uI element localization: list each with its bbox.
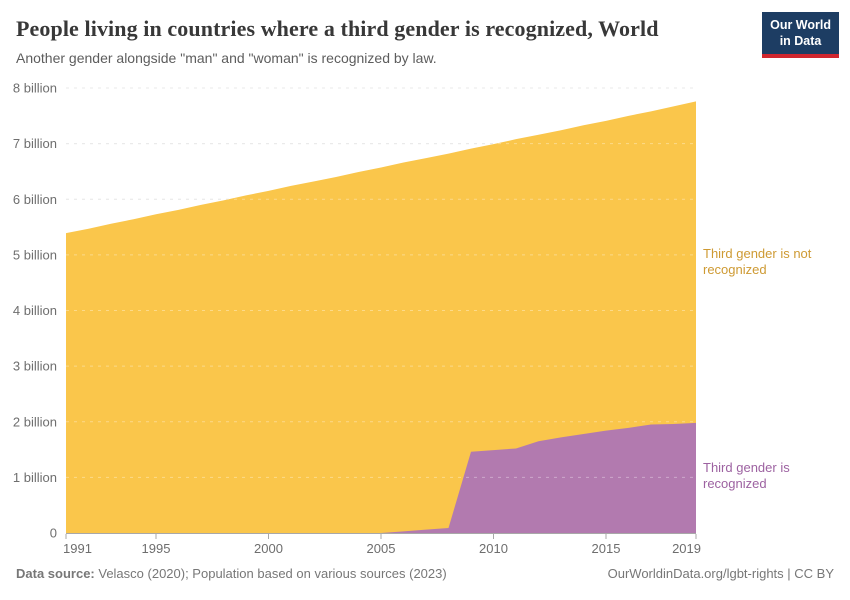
data-source-note: Data source: Velasco (2020); Population … <box>16 566 447 581</box>
footer-citation: OurWorldinData.org/lgbt-rights | CC BY <box>607 566 834 581</box>
x-tick-label-2000: 2000 <box>254 541 283 556</box>
y-tick-label-4: 4 billion <box>13 303 57 318</box>
x-tick-label-1991: 1991 <box>63 541 92 556</box>
x-tick-label-2010: 2010 <box>479 541 508 556</box>
data-source-text: Velasco (2020); Population based on vari… <box>94 566 447 581</box>
owid-logo-bar <box>762 53 839 58</box>
y-tick-label-2: 2 billion <box>13 414 57 429</box>
x-tick-label-2015: 2015 <box>592 541 621 556</box>
page-title: People living in countries where a third… <box>16 16 659 41</box>
series-label-recognized: Third gender is recognized <box>703 460 790 492</box>
owid-logo-line2: in Data <box>779 34 822 49</box>
y-tick-label-6: 6 billion <box>13 192 57 207</box>
y-tick-label-7: 7 billion <box>13 136 57 151</box>
x-tick-label-2005: 2005 <box>367 541 396 556</box>
y-tick-label-3: 3 billion <box>13 359 57 374</box>
series-label-not-recognized: Third gender is not recognized <box>703 246 812 278</box>
chart-subtitle: Another gender alongside "man" and "woma… <box>16 50 437 66</box>
owid-logo-line1: Our World <box>770 18 831 32</box>
area-third-gender-not-recognized <box>66 101 696 533</box>
data-source-label: Data source: <box>16 566 95 581</box>
owid-logo: Our World in Data <box>762 12 839 54</box>
x-tick-label-1995: 1995 <box>142 541 171 556</box>
y-tick-label-0: 0 <box>50 526 57 541</box>
y-tick-label-1: 1 billion <box>13 470 57 485</box>
y-tick-label-8: 8 billion <box>13 81 57 96</box>
x-tick-label-2019: 2019 <box>672 541 701 556</box>
chart-footer: Data source: Velasco (2020); Population … <box>16 566 834 581</box>
area-third-gender-recognized <box>66 422 696 533</box>
y-tick-label-5: 5 billion <box>13 247 57 262</box>
